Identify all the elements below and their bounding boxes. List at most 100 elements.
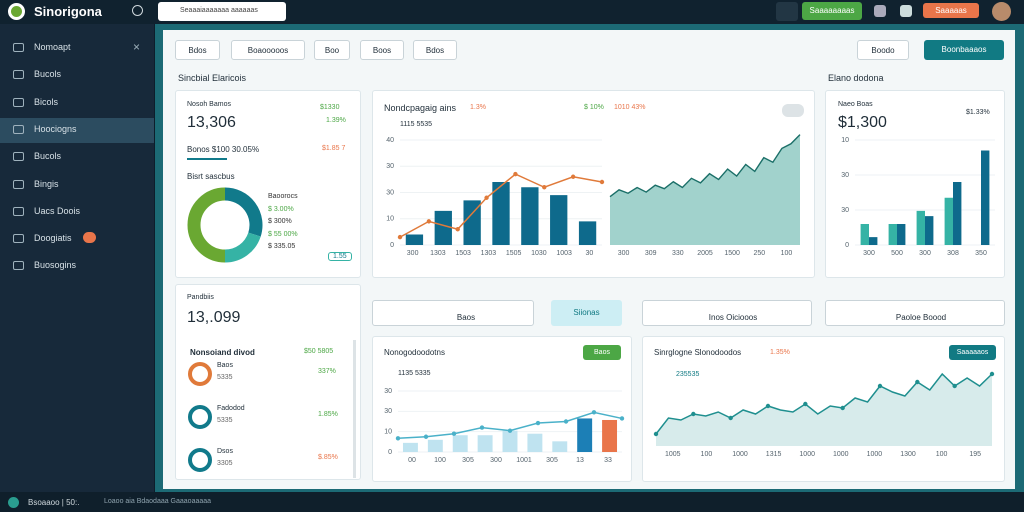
- nav-item[interactable]: Bucols: [34, 151, 62, 162]
- settings-icon[interactable]: [900, 5, 912, 17]
- nav-item[interactable]: Doogiatis: [34, 233, 72, 244]
- bar: [492, 182, 510, 245]
- legend-text: $ 300%: [268, 218, 292, 225]
- kpi-value: 13,306: [187, 114, 236, 131]
- line: [655, 372, 993, 435]
- delta: 1.39%: [326, 117, 346, 124]
- item-delta: 1.85%: [318, 411, 338, 418]
- subvalue: $1.85 7: [322, 145, 346, 152]
- point: [507, 428, 513, 433]
- nav-item[interactable]: Bicols: [34, 96, 59, 107]
- nav-icon ic: [13, 234, 24, 244]
- toolbar-button[interactable]: Bdos: [175, 40, 220, 60]
- bar: [944, 197, 953, 245]
- toolbar-button[interactable]: Boo: [314, 40, 350, 60]
- nav-item[interactable]: Nomoapt: [34, 42, 71, 52]
- kpi-value: $1,300: [838, 114, 887, 131]
- x-tick-label: 300: [618, 250, 630, 257]
- avatar[interactable]: [992, 2, 1011, 21]
- button[interactable]: Baos: [583, 345, 621, 360]
- x-tick-label: 1000: [833, 451, 849, 458]
- bar: [869, 237, 878, 245]
- y-tick-label: 10: [386, 216, 394, 223]
- chart: 0 10 30 30 00 100 305 300 1001 305 13 33: [384, 388, 625, 464]
- point: [423, 434, 429, 439]
- donut-segment: [224, 187, 263, 237]
- point: [484, 195, 489, 200]
- area-line: [609, 134, 801, 198]
- item-name: Dsos: [217, 448, 233, 455]
- select[interactable]: Paoloe Boood: [825, 300, 1005, 326]
- scrollbar: [353, 340, 356, 478]
- alert-button[interactable]: Saaaaas: [923, 3, 979, 18]
- search-icon[interactable]: [132, 5, 143, 16]
- subtitle: 1115 5535: [400, 121, 433, 128]
- x-tick-label: 13: [576, 457, 584, 464]
- x-tick-label: 100: [781, 250, 793, 257]
- search-input[interactable]: Seaaaiaaaaaaa aaaaaas: [158, 2, 286, 21]
- item-sub: 5335: [217, 374, 233, 381]
- y-tick-label: 0: [388, 449, 392, 456]
- bar: [981, 150, 990, 245]
- nav-item[interactable]: Hoociogns: [34, 123, 77, 134]
- ring: [188, 405, 212, 429]
- bar: [402, 442, 418, 452]
- x-tick-label: 300: [863, 250, 875, 257]
- tag: 1.55: [328, 252, 352, 261]
- nav-item[interactable]: Bingis: [34, 178, 59, 189]
- x-tick-label: 1005: [665, 451, 681, 458]
- pct: 1.35%: [770, 349, 790, 356]
- nav-item[interactable]: Uacs Doois: [34, 205, 81, 216]
- search-box[interactable]: Baos: [372, 300, 534, 326]
- primary-button[interactable]: Boonbaaaos: [924, 40, 1004, 60]
- point: [877, 383, 883, 389]
- x-tick-label: 1303: [481, 250, 497, 257]
- point: [397, 234, 403, 240]
- active-item[interactable]: [0, 117, 154, 143]
- toolbar-button[interactable]: Boaooooos: [231, 40, 305, 60]
- subtitle: 235535: [676, 371, 700, 378]
- x-tick-label: 1505: [506, 250, 522, 257]
- delta: $1330: [320, 104, 340, 111]
- x-tick-label: 305: [546, 457, 558, 464]
- y-tick-label: 30: [386, 189, 394, 196]
- action-button[interactable]: Saaaaaaaas: [802, 2, 862, 20]
- bar: [577, 418, 593, 452]
- toolbar-button[interactable]: Bdos: [413, 40, 457, 60]
- icon-button[interactable]: [776, 2, 798, 21]
- x-tick-label: 308: [947, 250, 959, 257]
- bar: [953, 182, 962, 245]
- bar: [434, 210, 452, 245]
- nav-icon ic: [13, 261, 24, 271]
- bar: [860, 224, 869, 245]
- card-title: Pandbiis: [187, 294, 214, 301]
- toolbar-button[interactable]: Boodo: [857, 40, 909, 60]
- toolbar-button[interactable]: Boos: [360, 40, 404, 60]
- x-tick-label: 195: [969, 451, 981, 458]
- notify-icon[interactable]: [874, 5, 886, 17]
- chart-title: Nonogodoodotns: [384, 348, 445, 357]
- item-delta: 337%: [318, 368, 336, 375]
- legend-text: Baoorocs: [268, 193, 298, 200]
- filter-button[interactable]: Siionas: [551, 300, 622, 326]
- nav-item[interactable]: Buosogins: [34, 260, 77, 271]
- select[interactable]: Inos Oiciooos: [642, 300, 812, 326]
- button[interactable]: Saaaaaos: [949, 345, 996, 360]
- chart-title: Nondcpagaig ains: [384, 103, 457, 113]
- y-tick-label: 10: [384, 429, 392, 436]
- subtitle: 1135 5335: [398, 370, 431, 377]
- section-title: Elano dodona: [828, 73, 884, 83]
- point: [728, 415, 733, 421]
- close-icon[interactable]: ×: [133, 40, 141, 54]
- nav-item[interactable]: Bucols: [34, 69, 62, 80]
- bar: [550, 195, 568, 245]
- x-tick-label: 500: [891, 250, 903, 257]
- chart: 1005 100 1000 1315 1000 1000 1000 1300 100 195: [653, 371, 995, 458]
- y-tick-label: 30: [386, 163, 394, 170]
- x-tick-label: 1003: [556, 250, 572, 257]
- legend-text: $ 3.00%: [268, 205, 294, 213]
- kpi-value: 13,.099: [187, 309, 241, 326]
- y-tick-label: 30: [841, 207, 849, 214]
- point: [426, 219, 432, 224]
